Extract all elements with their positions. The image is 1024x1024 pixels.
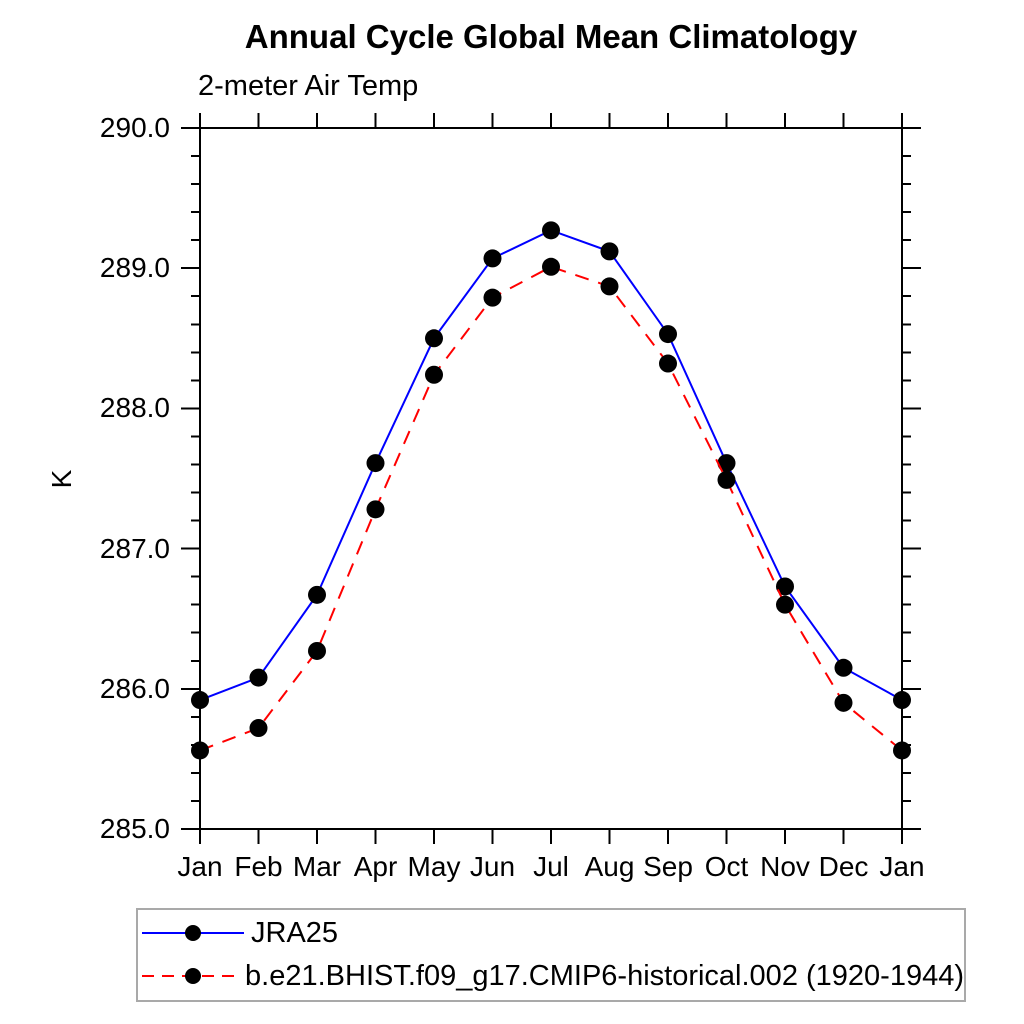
legend-line-sample-icon (142, 925, 244, 941)
y-tick-label: 285.0 (99, 813, 170, 844)
legend: JRA25 b.e21.BHIST.f09_g17.CMIP6-historica… (136, 908, 966, 1002)
data-point-marker (308, 641, 326, 660)
data-point-marker (893, 691, 911, 710)
data-point-marker (893, 741, 911, 760)
x-tick-label: May (407, 851, 461, 882)
x-tick-label: Dec (818, 851, 869, 882)
x-tick-label: Jan (879, 851, 925, 882)
legend-label: JRA25 (251, 916, 339, 949)
x-tick-label: Feb (234, 851, 283, 882)
data-point-marker (483, 249, 502, 268)
data-point-marker (717, 454, 736, 473)
x-tick-label: Jan (177, 851, 223, 882)
data-point-marker (366, 500, 385, 519)
chart-subtitle: 2-meter Air Temp (198, 70, 419, 102)
chart-title: Annual Cycle Global Mean Climatology (244, 18, 858, 55)
data-point-marker (191, 691, 209, 710)
data-point-marker (834, 658, 853, 677)
data-point-marker (600, 242, 619, 261)
y-tick-label: 288.0 (99, 392, 170, 424)
data-point-marker (249, 719, 268, 738)
data-point-marker (542, 221, 560, 240)
y-tick-label: 287.0 (99, 532, 170, 564)
data-point-marker (249, 668, 268, 687)
legend-item: JRA25 (138, 913, 964, 953)
data-point-marker (542, 257, 560, 276)
data-point-marker (659, 354, 677, 373)
x-tick-label: Nov (760, 851, 810, 882)
data-point-marker (425, 365, 443, 384)
data-point-marker (191, 741, 209, 760)
series-line (199, 229, 903, 701)
x-tick-label: Aug (584, 851, 635, 882)
x-tick-label: Jul (533, 851, 569, 882)
legend-line-sample-icon (142, 968, 243, 984)
series-line (199, 265, 903, 752)
x-tick-label: Apr (353, 851, 398, 882)
data-point-marker (483, 288, 502, 307)
data-point-marker (717, 470, 736, 489)
x-tick-label: Oct (704, 851, 749, 882)
legend-rows: JRA25 b.e21.BHIST.f09_g17.CMIP6-historica… (138, 913, 964, 996)
y-tick-label: 286.0 (99, 672, 170, 704)
x-tick-label: Jun (469, 851, 516, 882)
legend-label: b.e21.BHIST.f09_g17.CMIP6-historical.002… (245, 959, 964, 992)
x-tick-label: Sep (643, 851, 693, 882)
data-point-marker (366, 454, 385, 473)
data-point-marker (776, 595, 794, 614)
y-tick-label: 290.0 (99, 112, 170, 143)
x-tick-label: Mar (292, 851, 342, 882)
data-point-marker (659, 325, 677, 344)
data-point-marker (425, 329, 443, 348)
data-point-marker (308, 585, 326, 604)
data-point-marker (834, 693, 853, 712)
legend-item: b.e21.BHIST.f09_g17.CMIP6-historical.002… (138, 956, 964, 996)
data-point-marker (776, 577, 794, 596)
data-point-marker (600, 277, 619, 296)
y-tick-label: 289.0 (99, 252, 170, 284)
